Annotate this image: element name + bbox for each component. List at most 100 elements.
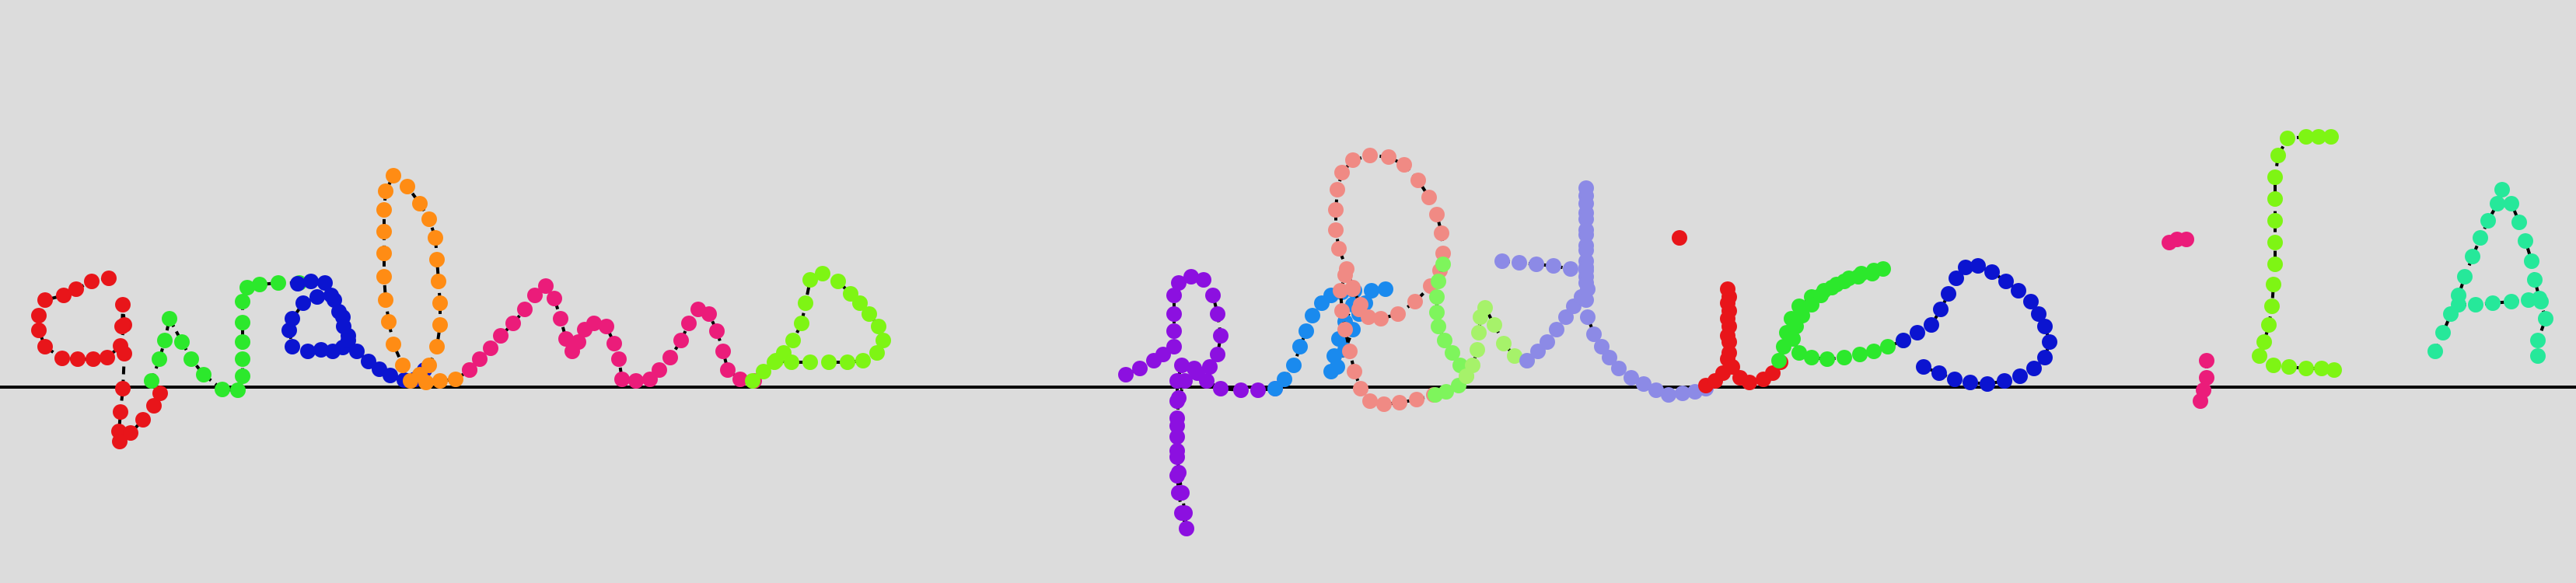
stroke-point — [1529, 257, 1544, 272]
stroke-point — [1672, 230, 1687, 246]
stroke-point — [117, 346, 132, 361]
stroke-point — [1431, 319, 1446, 334]
stroke-point — [1213, 328, 1229, 344]
stroke-point — [386, 337, 401, 352]
stroke-point — [376, 269, 392, 285]
stroke-point — [701, 306, 717, 322]
stroke-point — [1720, 295, 1735, 311]
stroke-point — [2504, 196, 2519, 211]
stroke-point — [1837, 274, 1852, 289]
stroke-point — [599, 319, 614, 334]
stroke-point — [1720, 328, 1735, 344]
stroke-point — [1984, 264, 2000, 280]
stroke-point — [84, 274, 100, 289]
stroke-point — [483, 340, 498, 356]
stroke-point — [2023, 294, 2039, 309]
stroke-point — [2267, 191, 2283, 207]
stroke-point — [2266, 358, 2281, 373]
stroke-point — [681, 316, 697, 331]
stroke-point — [1742, 375, 1757, 390]
stroke-point — [383, 368, 398, 383]
stroke-point — [157, 333, 173, 348]
stroke-point — [1429, 305, 1445, 320]
stroke-point — [1337, 322, 1353, 337]
stroke-point — [361, 354, 376, 369]
stroke-point — [1435, 246, 1451, 261]
stroke-point — [1169, 373, 1185, 389]
stroke-1 — [144, 275, 307, 398]
stroke-point — [2261, 317, 2277, 333]
stroke-point — [1330, 182, 1345, 197]
stroke-5 — [745, 266, 891, 389]
stroke-point — [1851, 269, 1866, 285]
stroke-point — [1392, 395, 1407, 410]
stroke-point — [852, 295, 868, 311]
stroke-point — [1586, 326, 1602, 342]
stroke-3 — [376, 168, 477, 390]
stroke-point — [2267, 257, 2283, 272]
stroke-point — [1353, 381, 1368, 396]
stroke-point — [68, 281, 84, 297]
stroke-point — [611, 351, 627, 367]
stroke-point — [1205, 288, 1221, 303]
stroke-point — [2012, 368, 2028, 384]
stroke-16 — [1896, 258, 2057, 392]
stroke-point — [196, 367, 211, 382]
stroke-point — [325, 344, 341, 359]
stroke-point — [745, 373, 760, 389]
stroke-point — [1166, 306, 1182, 322]
stroke-point — [785, 333, 801, 348]
stroke-point — [432, 317, 448, 333]
stroke-point — [1487, 317, 1502, 333]
stroke-point — [756, 364, 771, 379]
stroke-point — [1477, 300, 1493, 316]
stroke-point — [2252, 348, 2267, 364]
stroke-point — [418, 375, 434, 390]
stroke-point — [1602, 350, 1617, 365]
stroke-point — [1174, 485, 1190, 501]
stroke-point — [1720, 281, 1735, 297]
stroke-point — [2524, 253, 2539, 269]
stroke-point — [1373, 311, 1389, 326]
stroke-point — [720, 362, 736, 378]
stroke-point — [115, 297, 131, 312]
stroke-point — [1785, 331, 1801, 347]
stroke-point — [1277, 372, 1292, 387]
stroke-point — [2311, 129, 2326, 145]
stroke-21 — [2451, 292, 2549, 312]
stroke-point — [1333, 283, 1348, 298]
stroke-point — [2451, 297, 2466, 312]
stroke-point — [2521, 292, 2536, 308]
stroke-point — [112, 434, 128, 449]
stroke-point — [1210, 347, 1225, 362]
stroke-point — [538, 278, 554, 294]
stroke-point — [70, 351, 86, 367]
stroke-point — [114, 319, 130, 334]
stroke-point — [606, 336, 622, 351]
stroke-point — [2199, 353, 2214, 368]
stroke-11 — [1519, 180, 1714, 403]
stroke-point — [1183, 269, 1199, 285]
stroke-point — [2042, 334, 2057, 350]
stroke-point — [652, 362, 667, 378]
stroke-point — [1720, 311, 1735, 326]
stroke-point — [1931, 365, 1947, 381]
stroke-point — [2530, 333, 2546, 348]
stroke-point — [1428, 387, 1443, 403]
stroke-point — [285, 339, 300, 354]
stroke-point — [1540, 334, 1555, 350]
stroke-point — [794, 316, 809, 331]
stroke-point — [2457, 269, 2473, 285]
stroke-point — [378, 183, 393, 199]
stroke-point — [2281, 359, 2297, 375]
stroke-point — [448, 372, 463, 387]
stroke-point — [331, 304, 347, 319]
stroke-point — [1233, 382, 1249, 398]
stroke-point — [1362, 148, 1378, 163]
stroke-point — [431, 274, 446, 289]
stroke-point — [341, 333, 356, 348]
stroke-point — [37, 292, 53, 308]
stroke-point — [31, 323, 47, 338]
stroke-point — [1342, 344, 1358, 359]
stroke-point — [662, 350, 678, 365]
